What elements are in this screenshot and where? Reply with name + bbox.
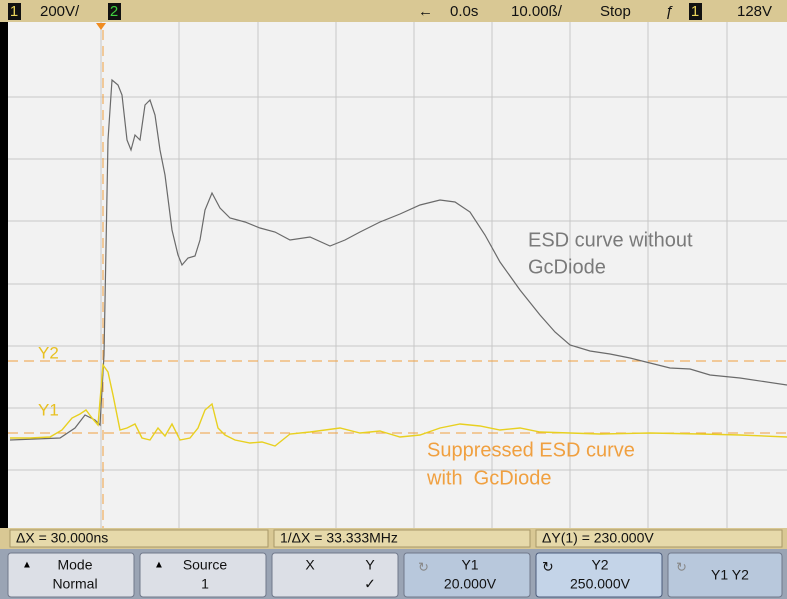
channel2: 2 xyxy=(110,3,118,20)
softkey[interactable]: ↻ Y1 Y2 xyxy=(668,553,782,597)
annotation: with GcDiode xyxy=(426,467,552,489)
knob-icon: ↻ xyxy=(418,559,429,574)
softkey-label: Y2 xyxy=(591,557,608,573)
softkey-value: ✓ xyxy=(364,576,376,592)
trigger-channel: 1 xyxy=(691,3,699,20)
softkey-label: Y xyxy=(365,557,375,573)
channel1: 1 xyxy=(10,3,18,20)
trigger-icon: ƒ xyxy=(665,3,673,20)
trigger-level: 128V xyxy=(737,3,772,20)
arrow-icon: ▲ xyxy=(22,560,32,571)
softkey[interactable]: ↻ Y2 250.000V xyxy=(536,553,662,597)
scale: 200V/ xyxy=(40,3,80,20)
oscilloscope-screen: 1 200V/ 2 ← 0.0s 10.00ß/ Stop ƒ 1 128V Y… xyxy=(0,0,787,599)
measurement: 1/ΔX = 33.333MHz xyxy=(280,530,398,546)
softkey-value: Normal xyxy=(52,576,97,592)
arrow: ← xyxy=(418,3,433,20)
status: Stop xyxy=(600,3,631,20)
measurement: ΔX = 30.000ns xyxy=(16,530,108,546)
y2-label: Y2 xyxy=(38,343,59,362)
timebase: 10.00ß/ xyxy=(511,3,563,20)
annotation: ESD curve without xyxy=(528,229,693,251)
softkey-value: 1 xyxy=(201,576,209,592)
softkey[interactable]: ↻ Y1 20.000V xyxy=(404,553,530,597)
softkey-label: Mode xyxy=(57,557,92,573)
softkey-label: Y1 xyxy=(461,557,478,573)
softkey-label: X xyxy=(305,557,315,573)
annotation: GcDiode xyxy=(528,256,606,278)
knob-icon: ↻ xyxy=(542,559,554,575)
delay: 0.0s xyxy=(450,3,478,20)
arrow-icon: ▲ xyxy=(154,560,164,571)
softkey-value: 20.000V xyxy=(444,576,497,592)
softkey-value: 250.000V xyxy=(570,576,631,592)
softkey[interactable]: ▲ Mode Normal xyxy=(8,553,134,597)
y1-label: Y1 xyxy=(38,400,59,419)
softkey-label: Y1 Y2 xyxy=(711,567,749,583)
softkey-label: Source xyxy=(183,557,228,573)
graticule xyxy=(8,22,787,528)
annotation: Suppressed ESD curve xyxy=(427,439,635,461)
knob-icon: ↻ xyxy=(676,559,687,574)
measurement: ΔY(1) = 230.000V xyxy=(542,530,654,546)
softkey[interactable]: X Y ✓ xyxy=(272,553,398,597)
softkey[interactable]: ▲ Source 1 xyxy=(140,553,266,597)
